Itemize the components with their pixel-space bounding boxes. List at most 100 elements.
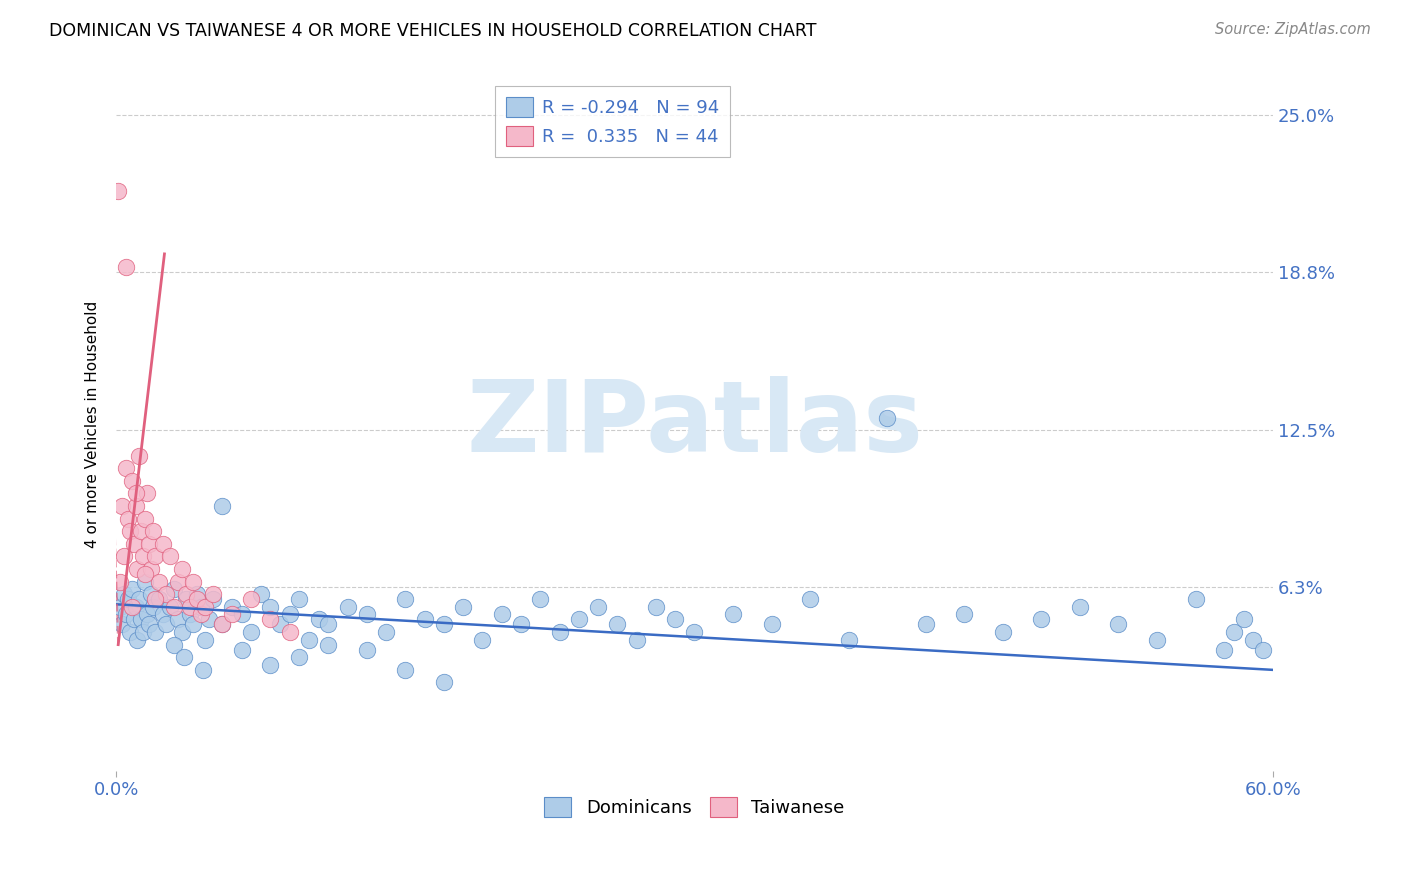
Point <box>107 184 129 198</box>
Point <box>118 524 141 539</box>
Point <box>134 574 156 589</box>
Point <box>288 592 311 607</box>
Point <box>568 612 591 626</box>
Point <box>194 599 217 614</box>
Point <box>179 599 201 614</box>
Point <box>143 625 166 640</box>
Point <box>118 625 141 640</box>
Point <box>190 599 212 614</box>
Point <box>510 617 533 632</box>
Point <box>201 587 224 601</box>
Point <box>136 607 159 622</box>
Point <box>124 599 146 614</box>
Point <box>1213 642 1236 657</box>
Point <box>250 587 273 601</box>
Point <box>121 599 143 614</box>
Point <box>876 410 898 425</box>
Point <box>121 474 143 488</box>
Point <box>231 607 253 622</box>
Point <box>186 592 208 607</box>
Point <box>1223 625 1246 640</box>
Point <box>132 549 155 564</box>
Point <box>121 582 143 597</box>
Point <box>108 599 131 614</box>
Legend: Dominicans, Taiwanese: Dominicans, Taiwanese <box>537 789 852 824</box>
Point <box>316 638 339 652</box>
Point <box>269 617 291 632</box>
Point <box>112 587 135 601</box>
Point <box>799 592 821 607</box>
Point <box>191 663 214 677</box>
Point <box>278 607 301 622</box>
Point <box>117 592 139 607</box>
Point <box>148 592 170 607</box>
Point <box>394 663 416 677</box>
Point <box>1107 617 1129 632</box>
Point <box>1184 592 1206 607</box>
Point <box>316 617 339 632</box>
Point <box>471 632 494 647</box>
Point <box>139 562 162 576</box>
Point <box>122 612 145 626</box>
Point <box>914 617 936 632</box>
Point <box>179 607 201 622</box>
Point <box>124 486 146 500</box>
Point <box>174 592 197 607</box>
Point <box>211 499 233 513</box>
Point <box>606 617 628 632</box>
Point <box>138 617 160 632</box>
Point <box>356 607 378 622</box>
Point <box>278 625 301 640</box>
Point <box>115 461 138 475</box>
Point <box>1233 612 1256 626</box>
Point <box>298 632 321 647</box>
Point <box>183 617 205 632</box>
Point <box>117 511 139 525</box>
Point <box>148 574 170 589</box>
Point <box>259 657 281 672</box>
Point <box>375 625 398 640</box>
Point <box>136 486 159 500</box>
Point <box>529 592 551 607</box>
Text: DOMINICAN VS TAIWANESE 4 OR MORE VEHICLES IN HOUSEHOLD CORRELATION CHART: DOMINICAN VS TAIWANESE 4 OR MORE VEHICLE… <box>49 22 817 40</box>
Point <box>163 638 186 652</box>
Point <box>1031 612 1053 626</box>
Point <box>128 449 150 463</box>
Point <box>139 587 162 601</box>
Point <box>1146 632 1168 647</box>
Point <box>159 549 181 564</box>
Point <box>356 642 378 657</box>
Point <box>194 632 217 647</box>
Point <box>124 499 146 513</box>
Point <box>122 537 145 551</box>
Point <box>838 632 860 647</box>
Point <box>142 599 165 614</box>
Point <box>115 607 138 622</box>
Point <box>211 617 233 632</box>
Point <box>721 607 744 622</box>
Point <box>111 499 134 513</box>
Point <box>155 587 177 601</box>
Point <box>240 592 263 607</box>
Point <box>127 562 149 576</box>
Point <box>152 537 174 551</box>
Point <box>645 599 668 614</box>
Point <box>451 599 474 614</box>
Text: ZIPatlas: ZIPatlas <box>465 376 922 473</box>
Point <box>548 625 571 640</box>
Point <box>683 625 706 640</box>
Point <box>491 607 513 622</box>
Point <box>170 625 193 640</box>
Point <box>190 607 212 622</box>
Point <box>174 587 197 601</box>
Point <box>433 675 456 690</box>
Point <box>211 617 233 632</box>
Point <box>143 592 166 607</box>
Text: Source: ZipAtlas.com: Source: ZipAtlas.com <box>1215 22 1371 37</box>
Point <box>143 549 166 564</box>
Point <box>394 592 416 607</box>
Point <box>111 617 134 632</box>
Point <box>163 599 186 614</box>
Point <box>1241 632 1264 647</box>
Point <box>155 617 177 632</box>
